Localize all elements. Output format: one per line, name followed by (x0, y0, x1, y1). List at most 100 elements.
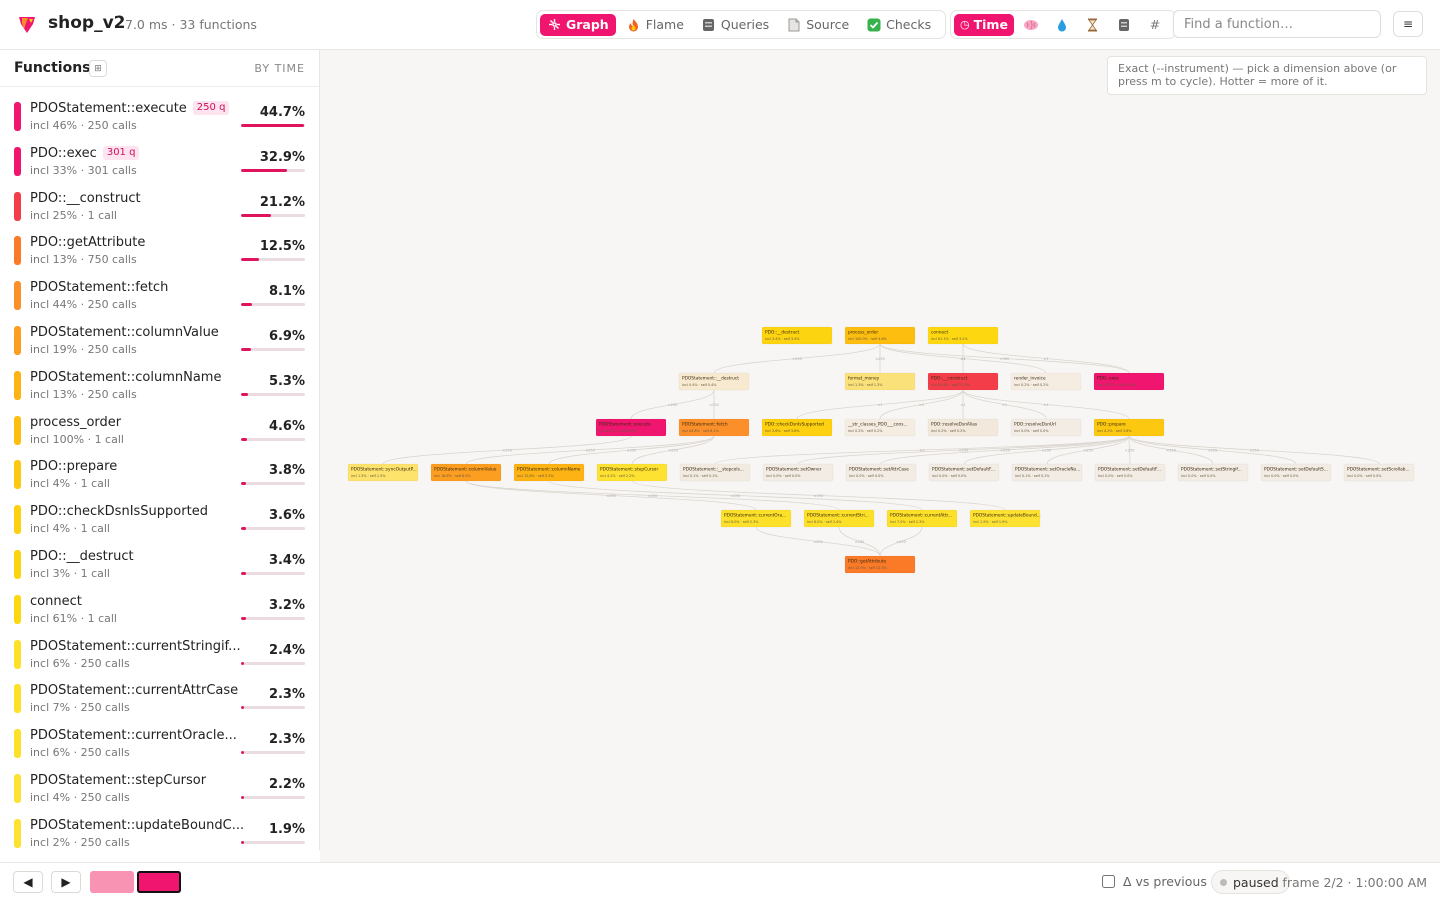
graph-node[interactable]: PDOStatement::updateBound...incl 1.9% · … (969, 509, 1041, 528)
graph-node-box[interactable] (678, 372, 750, 391)
function-row[interactable]: PDO::__destruct incl 3% · 1 call 3.4% (0, 544, 319, 589)
graph-node-box[interactable] (886, 509, 958, 528)
tab-source[interactable]: Source (780, 14, 856, 36)
graph-node-box[interactable] (927, 372, 999, 391)
graph-node[interactable]: PDOStatement::setStringif...incl 0.0% · … (1177, 463, 1249, 482)
function-row[interactable]: PDO::getAttribute incl 13% · 750 calls 12.… (0, 230, 319, 275)
graph-node-box[interactable] (347, 463, 419, 482)
graph-node-box[interactable] (430, 463, 502, 482)
function-row[interactable]: PDOStatement::stepCursor incl 4% · 250 ca… (0, 768, 319, 813)
function-row[interactable]: PDOStatement::updateBoundC... incl 2% · 2… (0, 813, 319, 850)
function-row[interactable]: connect incl 61% · 1 call 3.2% (0, 589, 319, 634)
layout-toggle-button[interactable]: ⊞ (89, 60, 107, 77)
graph-node-box[interactable] (513, 463, 585, 482)
frame-chip-1[interactable] (90, 871, 134, 893)
dim-io[interactable] (1048, 14, 1076, 36)
graph-node-box[interactable] (1093, 372, 1165, 391)
dim-memory[interactable] (1017, 14, 1045, 36)
graph-node-box[interactable] (928, 463, 1000, 482)
function-row[interactable]: PDO::exec 301 q incl 33% · 301 calls 32.9% (0, 141, 319, 186)
tab-flame[interactable]: Flame (620, 14, 691, 36)
graph-node-box[interactable] (762, 463, 834, 482)
function-row[interactable]: PDOStatement::currentAttrCase incl 7% · 2… (0, 678, 319, 723)
previous-frame-button[interactable]: ◀ (13, 871, 43, 893)
graph-node[interactable]: PDOStatement::setScrollab...incl 0.0% · … (1343, 463, 1415, 482)
function-row[interactable]: PDOStatement::currentOracle... incl 6% · … (0, 723, 319, 768)
compare-toggle[interactable]: Δ vs previous (1102, 874, 1207, 889)
graph-node-box[interactable] (1094, 463, 1166, 482)
graph-node-box[interactable] (720, 509, 792, 528)
graph-node-box[interactable] (1260, 463, 1332, 482)
graph-node[interactable]: PDOStatement::syncOutputP...incl 1.5% · … (347, 463, 419, 482)
graph-node-box[interactable] (844, 326, 916, 345)
graph-node[interactable]: PDOStatement::currentOra...incl 6.0% · s… (720, 509, 792, 528)
dim-queries[interactable] (1110, 14, 1138, 36)
call-graph[interactable]: ×250 ×250 ×1 ×300 ×1 ×1 ×250 ×250 ×1 ×1 ×1 ×1 ×1 ×250… (320, 50, 1440, 862)
graph-node-box[interactable] (969, 509, 1041, 528)
graph-node-box[interactable] (845, 463, 917, 482)
graph-node[interactable]: PDOStatement::setOracleNu...incl 0.1% · … (1011, 463, 1083, 482)
graph-node[interactable]: PDOStatement::setDefaultF...incl 0.0% · … (928, 463, 1000, 482)
function-row[interactable]: PDO::__construct incl 25% · 1 call 21.2% (0, 186, 319, 231)
graph-node[interactable]: PDOStatement::currentStri...incl 6.0% · … (803, 509, 875, 528)
graph-node-box[interactable] (844, 418, 916, 437)
function-row[interactable]: PDOStatement::execute 250 q incl 46% · 250… (0, 96, 319, 141)
graph-node-box[interactable] (679, 463, 751, 482)
frame-chip-2[interactable] (137, 871, 181, 893)
search-input[interactable] (1173, 10, 1381, 38)
graph-node-box[interactable] (844, 372, 916, 391)
dim-wait[interactable] (1079, 14, 1107, 36)
call-graph-canvas[interactable]: ×250 ×250 ×1 ×300 ×1 ×1 ×250 ×250 ×1 ×1 ×1 ×1 ×1 ×250… (320, 50, 1440, 862)
function-row[interactable]: PDOStatement::columnName incl 13% · 250 c… (0, 365, 319, 410)
graph-node-box[interactable] (844, 555, 916, 574)
tab-queries[interactable]: Queries (695, 14, 776, 36)
next-frame-button[interactable]: ▶ (51, 871, 81, 893)
status-badge[interactable]: paused (1211, 870, 1290, 894)
graph-node-box[interactable] (678, 418, 750, 437)
graph-node-box[interactable] (1093, 418, 1165, 437)
graph-node-box[interactable] (1010, 418, 1082, 437)
graph-node-box[interactable] (1010, 372, 1082, 391)
function-row[interactable]: PDO::checkDsnIsSupported incl 4% · 1 call… (0, 499, 319, 544)
graph-node-box[interactable] (1343, 463, 1415, 482)
tab-graph[interactable]: Graph (540, 13, 616, 36)
graph-node-box[interactable] (761, 326, 833, 345)
function-row[interactable]: process_order incl 100% · 1 call 4.6% (0, 410, 319, 455)
graph-node[interactable]: PDOStatement::currentAttr...incl 7.0% · … (886, 509, 958, 528)
graph-node-box[interactable] (803, 509, 875, 528)
dim-time[interactable]: ◷ Time (954, 13, 1014, 36)
graph-node-box[interactable] (761, 418, 833, 437)
graph-node[interactable]: PDOStatement::setDefaultF...incl 0.0% · … (1094, 463, 1166, 482)
graph-node[interactable]: PDOStatement::setDefaultS...incl 0.0% · … (1260, 463, 1332, 482)
compare-checkbox[interactable] (1102, 875, 1115, 888)
tab-checks[interactable]: Checks (860, 14, 938, 36)
function-row[interactable]: PDO::prepare incl 4% · 1 call 3.8% (0, 454, 319, 499)
sort-toggle[interactable]: BY TIME (254, 62, 305, 75)
menu-button[interactable]: ≡ (1393, 11, 1423, 37)
function-row[interactable]: PDOStatement::currentStringif... incl 6% … (0, 634, 319, 679)
graph-node[interactable]: PDOStatement::__stepcols...incl 0.1% · s… (679, 463, 751, 482)
graph-node-box[interactable] (927, 326, 999, 345)
graph-node[interactable]: __str_classes_PDO___cons...incl 0.2% · s… (844, 418, 916, 437)
function-row[interactable]: PDOStatement::columnValue incl 19% · 250 … (0, 320, 319, 365)
dim-count[interactable]: # (1141, 14, 1169, 36)
graph-node-box[interactable] (1177, 463, 1249, 482)
